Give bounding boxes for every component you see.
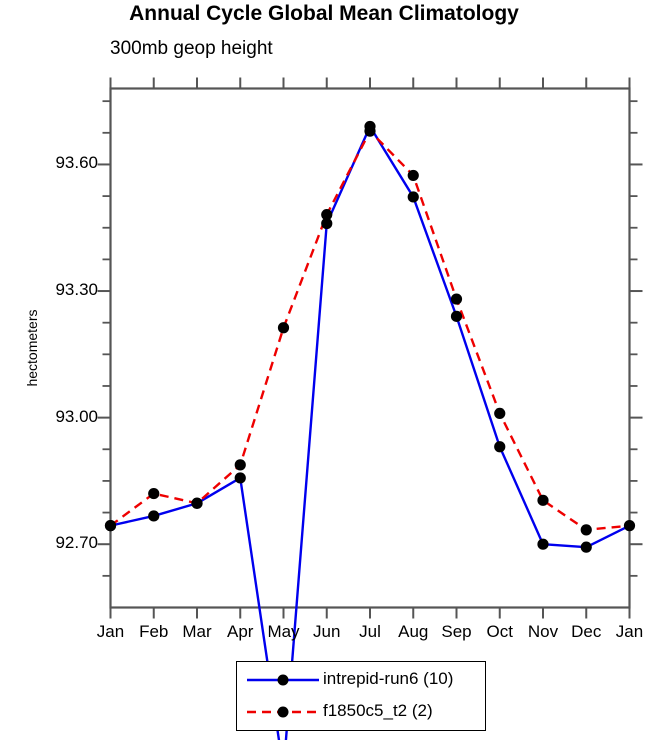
data-point xyxy=(148,487,160,500)
data-point xyxy=(580,524,592,536)
data-point xyxy=(580,541,592,553)
x-tick-label: Mar xyxy=(182,622,212,641)
legend-row: intrepid-run6 (10) xyxy=(237,666,487,696)
legend-swatch-series1 xyxy=(247,674,319,686)
x-tick-label: Aug xyxy=(398,622,429,641)
data-point xyxy=(148,510,160,522)
data-point xyxy=(407,169,419,182)
data-point xyxy=(321,209,333,221)
x-tick-label: Feb xyxy=(139,622,169,641)
x-tick-label: Jul xyxy=(359,622,381,641)
y-tick-label: 93.00 xyxy=(55,406,98,426)
x-tick-label: Apr xyxy=(227,622,254,641)
legend-swatch-series2 xyxy=(247,706,319,718)
data-point xyxy=(104,520,117,532)
data-point xyxy=(407,191,419,203)
data-point xyxy=(277,322,290,334)
x-tick-label: Jun xyxy=(313,622,341,641)
legend-label-series1: intrepid-run6 (10) xyxy=(323,669,454,688)
x-tick-label: Jan xyxy=(615,622,644,641)
x-tick-label: Sep xyxy=(441,622,472,641)
data-point xyxy=(623,520,636,532)
series-line-2 xyxy=(109,129,630,532)
chart-subtitle: 300mb geop height xyxy=(110,38,273,59)
data-point xyxy=(537,538,549,550)
data-point xyxy=(234,459,246,471)
data-point xyxy=(234,472,246,484)
axis-ticks xyxy=(97,77,643,619)
data-point xyxy=(321,217,333,230)
page-title: Annual Cycle Global Mean Climatology xyxy=(129,2,519,25)
data-point xyxy=(450,310,463,322)
series-line-1 xyxy=(110,125,631,740)
x-tick-label: Dec xyxy=(571,622,602,641)
data-point xyxy=(450,293,463,305)
axis-frame xyxy=(109,87,631,609)
data-point xyxy=(364,125,376,137)
chart-legend: intrepid-run6 (10) f1850c5_t2 (2) xyxy=(236,661,486,731)
data-point xyxy=(494,407,506,419)
x-tick-label: Jan xyxy=(96,622,125,641)
data-point xyxy=(537,494,549,506)
y-tick-label: 93.60 xyxy=(55,153,98,173)
data-point xyxy=(494,441,506,453)
legend-row: f1850c5_t2 (2) xyxy=(237,698,487,728)
x-tick-label: May xyxy=(267,622,300,641)
y-tick-label: 93.30 xyxy=(55,280,98,300)
legend-label-series2: f1850c5_t2 (2) xyxy=(323,701,433,720)
x-tick-label: Nov xyxy=(527,622,559,641)
x-tick-label: Oct xyxy=(486,622,513,641)
data-point xyxy=(191,497,203,509)
data-series xyxy=(104,120,636,740)
y-tick-label: 92.70 xyxy=(55,533,98,553)
